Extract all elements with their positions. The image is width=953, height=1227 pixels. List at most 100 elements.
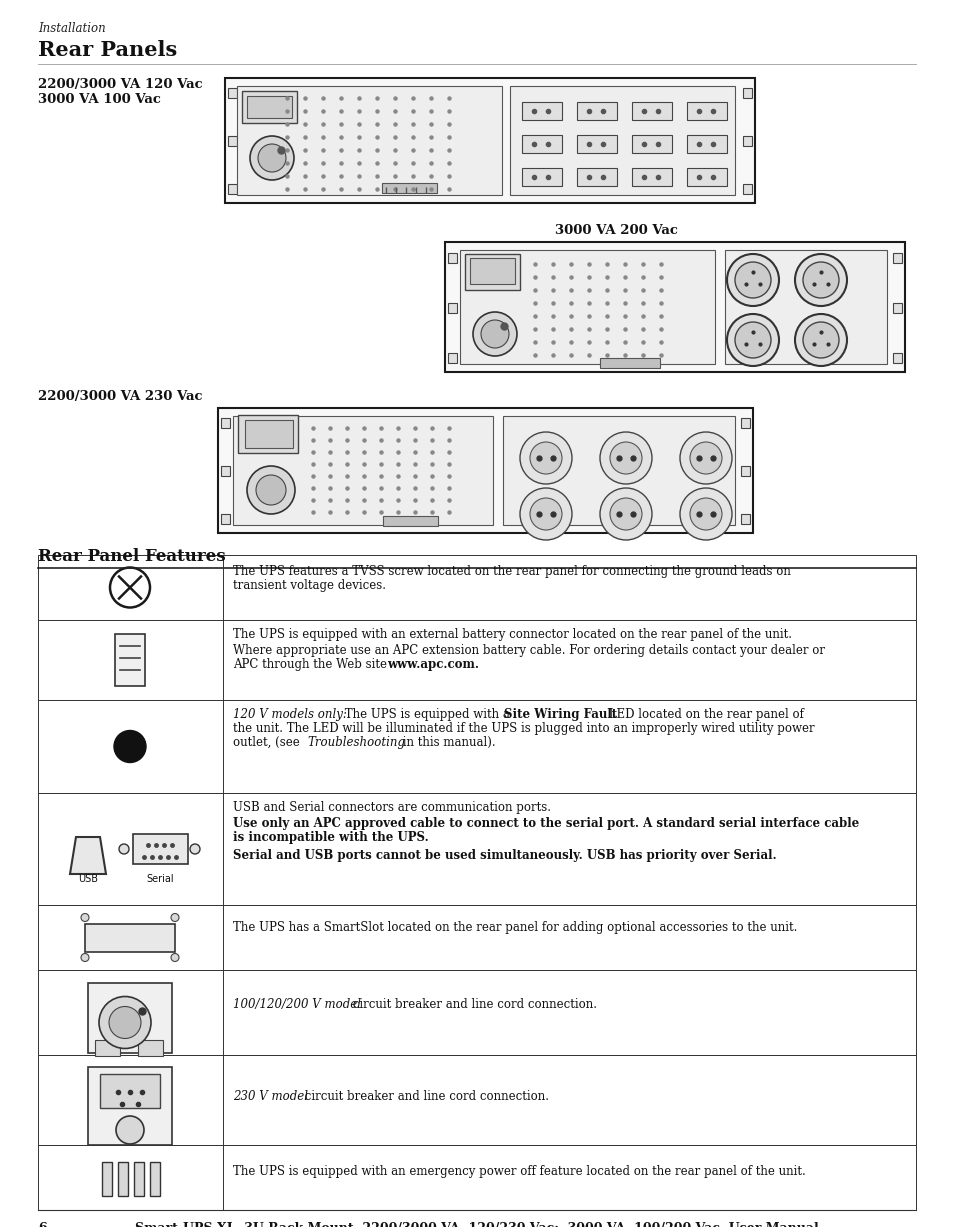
Text: Smart-UPS XL  3U Rack Mount  2200/3000 VA  120/230 Vac;  3000 VA  100/200 Vac  U: Smart-UPS XL 3U Rack Mount 2200/3000 VA …	[135, 1222, 818, 1227]
Bar	[686, 168, 726, 187]
Bar	[228, 136, 236, 146]
Bar	[459, 250, 714, 364]
Bar	[686, 102, 726, 120]
Circle shape	[109, 1006, 141, 1038]
Bar	[510, 86, 734, 195]
Text: the unit. The LED will be illuminated if the UPS is plugged into an improperly w: the unit. The LED will be illuminated if…	[233, 721, 814, 735]
Bar	[521, 168, 561, 187]
Text: LED located on the rear panel of: LED located on the rear panel of	[604, 708, 803, 721]
Bar	[631, 102, 671, 120]
Circle shape	[530, 442, 561, 474]
Text: 3000 VA 200 Vac: 3000 VA 200 Vac	[554, 225, 677, 237]
Bar	[233, 416, 493, 525]
Bar	[245, 420, 293, 448]
Text: is incompatible with the UPS.: is incompatible with the UPS.	[233, 831, 428, 844]
Bar	[740, 514, 749, 524]
Bar	[631, 135, 671, 153]
Bar	[102, 1162, 112, 1195]
Text: The UPS has a SmartSlot located on the rear panel for adding optional accessorie: The UPS has a SmartSlot located on the r…	[233, 921, 797, 934]
Circle shape	[250, 136, 294, 180]
Circle shape	[734, 321, 770, 358]
Text: 100/120/200 V model: 100/120/200 V model	[233, 998, 360, 1011]
Bar	[228, 184, 236, 194]
Bar	[631, 168, 671, 187]
Bar	[221, 514, 230, 524]
Bar	[132, 834, 188, 864]
Text: transient voltage devices.: transient voltage devices.	[233, 579, 386, 591]
Bar	[88, 983, 172, 1053]
Bar	[38, 620, 915, 699]
Bar	[724, 250, 886, 364]
Text: Serial: Serial	[146, 874, 173, 883]
Bar	[892, 353, 901, 363]
Bar	[740, 418, 749, 428]
Bar	[150, 1162, 160, 1195]
Bar	[448, 253, 456, 263]
Bar	[577, 168, 617, 187]
Circle shape	[519, 488, 572, 540]
Text: 120 V models only:: 120 V models only:	[233, 708, 347, 721]
Text: circuit breaker and line cord connection.: circuit breaker and line cord connection…	[301, 1090, 548, 1103]
Text: 2200/3000 VA 230 Vac: 2200/3000 VA 230 Vac	[38, 390, 202, 402]
Circle shape	[473, 312, 517, 356]
Bar	[237, 415, 297, 453]
Bar	[444, 242, 904, 372]
Bar	[382, 517, 437, 526]
Circle shape	[689, 498, 721, 530]
Circle shape	[609, 442, 641, 474]
Bar	[381, 183, 436, 193]
Bar	[521, 135, 561, 153]
Circle shape	[99, 996, 151, 1049]
Text: Rear Panel Features: Rear Panel Features	[38, 548, 226, 564]
Text: Serial and USB ports cannot be used simultaneously. USB has priority over Serial: Serial and USB ports cannot be used simu…	[233, 849, 776, 863]
Text: Installation: Installation	[38, 22, 106, 36]
Bar	[236, 86, 501, 195]
Bar	[228, 88, 236, 98]
Bar	[38, 971, 915, 1055]
Bar	[100, 1074, 160, 1108]
Bar	[85, 924, 174, 951]
Bar	[502, 416, 734, 525]
Bar	[115, 634, 145, 686]
Circle shape	[726, 314, 779, 366]
Circle shape	[257, 144, 286, 172]
Circle shape	[599, 488, 651, 540]
Text: The UPS is equipped with an emergency power off feature located on the rear pane: The UPS is equipped with an emergency po…	[233, 1164, 805, 1178]
Bar	[742, 136, 751, 146]
Text: Troubleshooting: Troubleshooting	[307, 736, 405, 748]
Bar	[38, 699, 915, 793]
Bar	[221, 418, 230, 428]
Circle shape	[480, 320, 509, 348]
Bar	[464, 254, 519, 290]
Bar	[247, 96, 292, 118]
Bar	[218, 409, 752, 533]
Bar	[742, 88, 751, 98]
Bar	[892, 253, 901, 263]
Circle shape	[171, 913, 179, 921]
Text: USB and Serial connectors are communication ports.: USB and Serial connectors are communicat…	[233, 801, 551, 814]
Bar	[38, 555, 915, 620]
Text: Use only an APC approved cable to connect to the serial port. A standard serial : Use only an APC approved cable to connec…	[233, 817, 859, 829]
Text: APC through the Web site: APC through the Web site	[233, 658, 391, 671]
Circle shape	[794, 314, 846, 366]
Circle shape	[679, 432, 731, 483]
Text: 2200/3000 VA 120 Vac: 2200/3000 VA 120 Vac	[38, 79, 202, 91]
Text: The UPS features a TVSS screw located on the rear panel for connecting the groun: The UPS features a TVSS screw located on…	[233, 564, 790, 578]
Bar	[133, 1162, 144, 1195]
Text: circuit breaker and line cord connection.: circuit breaker and line cord connection…	[349, 998, 597, 1011]
Circle shape	[802, 321, 838, 358]
Text: 230 V model: 230 V model	[233, 1090, 308, 1103]
Text: The UPS is equipped with an external battery connector located on the rear panel: The UPS is equipped with an external bat…	[233, 628, 791, 640]
Text: 3000 VA 100 Vac: 3000 VA 100 Vac	[38, 93, 161, 106]
Bar	[88, 1067, 172, 1145]
Circle shape	[734, 263, 770, 298]
Circle shape	[119, 844, 129, 854]
Circle shape	[81, 913, 89, 921]
Polygon shape	[70, 837, 106, 874]
Bar	[225, 79, 754, 202]
Bar	[686, 135, 726, 153]
Bar	[95, 1039, 120, 1055]
Circle shape	[609, 498, 641, 530]
Circle shape	[247, 466, 294, 514]
Circle shape	[190, 844, 200, 854]
